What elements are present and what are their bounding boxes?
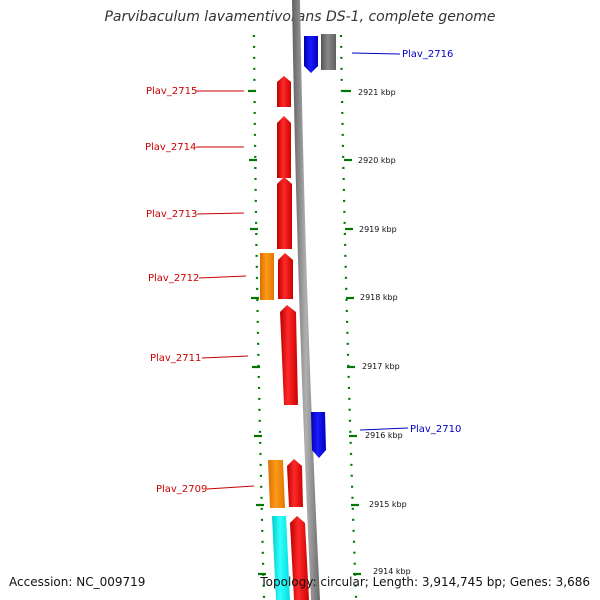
- gene-plav-2710[interactable]: [311, 412, 326, 458]
- gene-label-plav-2716[interactable]: Plav_2716: [402, 49, 453, 60]
- gene-plav-2714[interactable]: [277, 116, 291, 178]
- gene-plav-2716[interactable]: [304, 36, 318, 73]
- outer-tick-track: [339, 34, 358, 599]
- right-leader-lines: [351, 52, 409, 431]
- gene-label-plav-2710[interactable]: Plav_2710: [410, 424, 461, 435]
- gene-gray[interactable]: [321, 34, 336, 70]
- major-ticks: [248, 89, 361, 576]
- genome-backbone: [292, 0, 320, 600]
- kbp-label-2920: 2920 kbp: [358, 156, 396, 165]
- kbp-label-2917: 2917 kbp: [362, 362, 400, 371]
- left-leader-lines: [196, 90, 255, 490]
- gene-label-plav-2712[interactable]: Plav_2712: [148, 273, 199, 284]
- gene-plav-2709[interactable]: [287, 459, 303, 507]
- gene-red-bottom[interactable]: [290, 516, 309, 600]
- kbp-label-2919: 2919 kbp: [359, 225, 397, 234]
- gene-plav-2711[interactable]: [280, 305, 298, 405]
- gene-cyan[interactable]: [272, 516, 290, 600]
- gene-label-plav-2709[interactable]: Plav_2709: [156, 484, 207, 495]
- gene-orange-upper[interactable]: [260, 253, 274, 300]
- gene-label-plav-2713[interactable]: Plav_2713: [146, 209, 197, 220]
- kbp-label-2918: 2918 kbp: [360, 293, 398, 302]
- gene-plav-2713[interactable]: [277, 177, 292, 249]
- kbp-label-2916: 2916 kbp: [365, 431, 403, 440]
- kbp-label-2921: 2921 kbp: [358, 88, 396, 97]
- gene-plav-2712[interactable]: [278, 253, 293, 299]
- inner-tick-track: [252, 34, 266, 599]
- gene-label-plav-2714[interactable]: Plav_2714: [145, 142, 196, 153]
- gene-plav-2715[interactable]: [277, 76, 291, 107]
- gene-label-plav-2715[interactable]: Plav_2715: [146, 86, 197, 97]
- kbp-label-2914: 2914 kbp: [373, 567, 411, 576]
- accession-text: Accession: NC_009719: [9, 575, 146, 589]
- genome-summary-text: Topology: circular; Length: 3,914,745 bp…: [260, 575, 590, 589]
- gene-orange-lower[interactable]: [268, 460, 285, 508]
- gene-label-plav-2711[interactable]: Plav_2711: [150, 353, 201, 364]
- kbp-label-2915: 2915 kbp: [369, 500, 407, 509]
